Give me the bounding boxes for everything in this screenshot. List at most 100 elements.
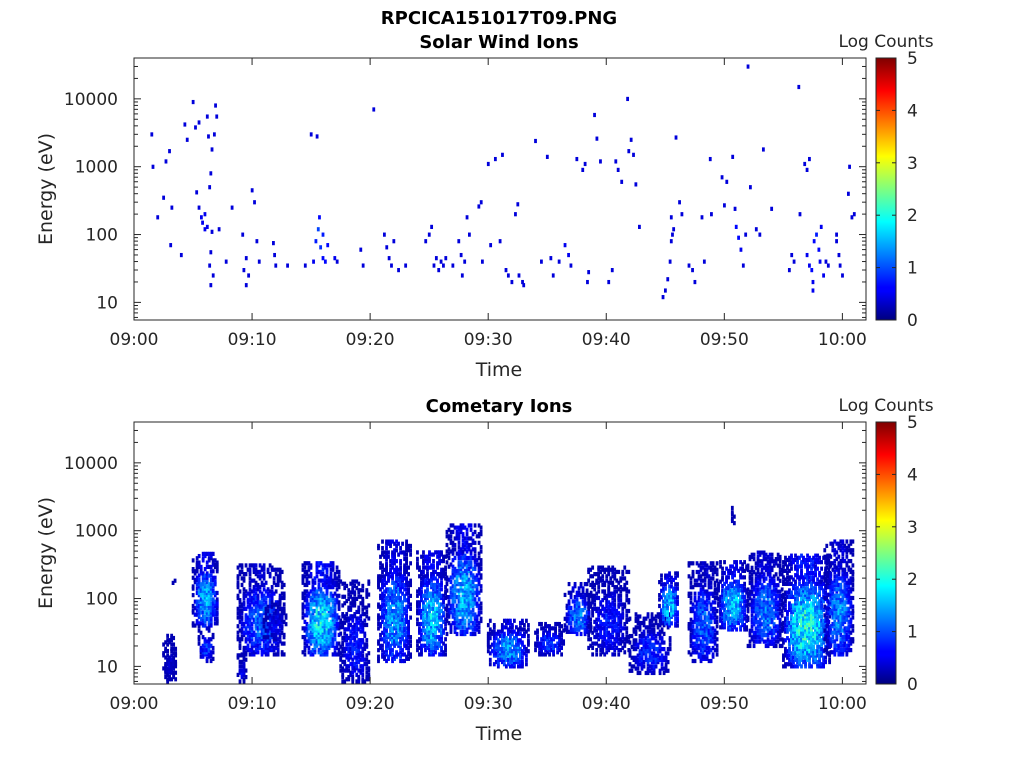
heatmap-cell [357,590,361,595]
heatmap-cell [387,598,390,603]
heatmap-cell [668,646,672,652]
heatmap-cell [463,621,467,626]
heatmap-cell [477,590,481,595]
heatmap-cell [434,645,437,651]
heatmap-cell [440,630,443,635]
heatmap-cell [595,591,599,596]
heatmap-cell [611,611,615,616]
heatmap-cell [699,632,703,638]
heatmap-cell [236,637,240,642]
heatmap-cell [174,651,178,656]
heatmap-cell [432,647,435,653]
heatmap-cell [595,652,599,657]
heatmap-cell [407,626,410,631]
heatmap-cell [317,561,321,566]
heatmap-cell [721,588,724,593]
heatmap-cell [436,565,439,570]
heatmap-cell [319,245,323,250]
heatmap-cell [619,628,623,633]
heatmap-cell [426,595,429,601]
heatmap-cell [170,638,174,643]
heatmap-cell [205,551,209,556]
heatmap-cell [395,569,398,575]
heatmap-cell [309,634,313,640]
heatmap-cell [699,604,703,609]
heatmap-cell [585,621,589,626]
heatmap-cell [341,635,345,641]
heatmap-cell [205,643,209,648]
heatmap-cell [343,585,347,591]
heatmap-cell [349,622,353,628]
heatmap-cell [343,581,347,586]
heatmap-cell [168,659,172,664]
heatmap-cell [355,672,359,678]
heatmap-cell [453,566,457,571]
heatmap-cell [272,637,276,642]
heatmap-cell [349,607,353,612]
heatmap-cell [278,628,282,633]
heatmap-cell [242,664,246,669]
heatmap-cell [717,603,720,608]
heatmap-cell [399,611,402,616]
heatmap-cell [498,239,502,244]
heatmap-cell [349,640,353,645]
heatmap-cell [852,212,856,217]
heatmap-cell [166,666,170,671]
heatmap-cell [605,619,609,624]
heatmap-cell [488,631,492,636]
heatmap-cell [256,628,260,633]
heatmap-cell [577,608,581,613]
heatmap-cell [591,585,595,590]
heatmap-cell [315,561,319,566]
heatmap-cell [323,606,327,611]
heatmap-cell [347,616,351,621]
heatmap-cell [432,645,435,651]
heatmap-cell [319,615,323,620]
heatmap-cell [391,630,394,635]
heatmap-cell [512,657,516,662]
heatmap-cell [648,649,652,654]
heatmap-cell [459,566,463,571]
heatmap-cell [385,554,388,559]
heatmap-cell [303,574,307,579]
heatmap-cell [395,580,398,585]
heatmap-cell [315,595,319,601]
heatmap-cell [490,631,494,636]
heatmap-cell [252,587,256,592]
heatmap-cell [325,613,329,618]
heatmap-cell [333,591,337,596]
heatmap-cell [319,589,323,594]
heatmap-cell [455,579,459,585]
heatmap-cell [397,598,400,603]
heatmap-cell [250,643,254,648]
heatmap-cell [705,630,709,635]
heatmap-cell [391,600,394,605]
heatmap-cell [506,651,510,656]
heatmap-cell [172,642,176,647]
heatmap-cell [719,603,722,608]
heatmap-cell [438,554,441,559]
heatmap-cell [589,604,593,609]
heatmap-cell [536,637,539,642]
heatmap-cell [611,652,615,657]
heatmap-cell [701,593,705,598]
heatmap-cell [207,652,211,657]
heatmap-cell [383,628,386,633]
heatmap-cell [240,608,244,614]
heatmap-cell [395,567,398,572]
heatmap-cell [333,598,337,603]
heatmap-cell [351,599,355,604]
heatmap-cell [405,645,408,651]
heatmap-cell [335,587,339,592]
heatmap-cell [640,640,644,645]
heatmap-cell [467,555,471,561]
heatmap-cell [605,639,609,644]
heatmap-cell [434,617,437,622]
heatmap-cell [567,601,571,606]
heatmap-cell [403,582,406,588]
heatmap-cell [670,612,673,617]
heatmap-cell [611,641,615,646]
heatmap-cell [589,582,593,588]
heatmap-cell [407,619,410,625]
heatmap-cell [473,560,477,565]
